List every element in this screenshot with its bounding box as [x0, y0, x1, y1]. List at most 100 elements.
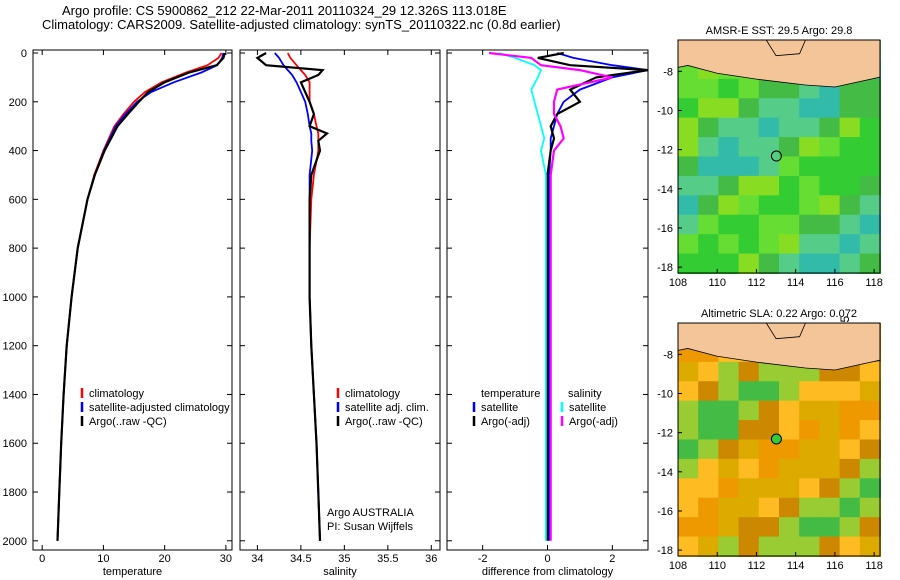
map-cell	[779, 517, 801, 538]
map-x-tick-label: 110	[708, 560, 726, 572]
map-cell	[779, 117, 801, 139]
series-line-temperature-satellite	[548, 52, 649, 541]
y-tick-label: 1000	[3, 292, 27, 304]
map-cell	[859, 98, 881, 119]
map-x-tick-label: 108	[669, 277, 687, 289]
map-cell	[738, 497, 760, 519]
series-line-argo-raw-qc-	[56, 52, 226, 541]
map-cell	[799, 214, 821, 236]
map-cell	[799, 117, 821, 139]
map-cell	[718, 137, 740, 158]
map-cell	[839, 381, 861, 402]
legend-header: salinity	[568, 388, 602, 400]
map-cell	[859, 214, 881, 236]
map-y-tick-label: -12	[657, 145, 673, 157]
map-cell	[799, 253, 821, 274]
map-cell	[678, 195, 700, 216]
map-cell	[738, 361, 760, 383]
map-y-tick-label: -14	[657, 184, 673, 196]
argo-position-marker	[770, 433, 782, 445]
map-cell	[779, 175, 801, 197]
y-tick-label: 0	[21, 48, 27, 60]
map-cell	[758, 381, 780, 402]
y-tick-label: 600	[9, 194, 27, 206]
map-cell	[698, 381, 720, 402]
map-cell	[738, 78, 760, 100]
map-cell	[738, 137, 760, 158]
map-cell	[758, 156, 780, 177]
x-tick-label: 2	[609, 553, 615, 565]
map-cell	[859, 253, 881, 274]
map-cell	[758, 478, 780, 499]
map-cell	[779, 497, 801, 519]
map-cell	[799, 497, 821, 519]
map-cell	[678, 98, 700, 119]
map-cell	[698, 253, 720, 274]
x-tick-label: -2	[478, 553, 488, 565]
x-tick-label: 35	[338, 553, 350, 565]
map-title: Altimetric SLA: 0.22 Argo: 0.072	[701, 308, 857, 320]
map-cell	[738, 478, 760, 499]
map-cell	[839, 137, 861, 158]
map-cell	[819, 195, 841, 216]
map-cell	[819, 117, 841, 139]
map-cell	[779, 156, 801, 177]
map-cell	[738, 400, 760, 422]
map-cell	[738, 156, 760, 177]
map-cell	[678, 234, 700, 255]
map-cell	[819, 400, 841, 422]
map-cell	[799, 381, 821, 402]
map-cell	[718, 381, 740, 402]
map-cell	[799, 536, 821, 557]
series-line-salinity-satellite	[498, 52, 547, 541]
map-y-tick-label: -14	[657, 467, 673, 479]
x-axis-label: difference from climatology	[482, 566, 614, 578]
argo-position-marker	[770, 150, 782, 162]
map-cell	[758, 195, 780, 216]
map-cell	[839, 536, 861, 557]
map-y-tick-label: -18	[657, 262, 673, 274]
map-cell	[859, 458, 881, 480]
map-x-tick-label: 118	[865, 277, 883, 289]
map-cell	[799, 175, 821, 197]
map-cell	[738, 98, 760, 119]
legend-header: temperature	[481, 388, 540, 400]
x-tick-label: 34.5	[290, 553, 311, 565]
map-cell	[738, 420, 760, 441]
legend-label: Argo(-adj)	[569, 416, 618, 428]
map-cell	[839, 478, 861, 499]
map-x-tick-label: 118	[865, 560, 883, 572]
y-tick-label: 400	[9, 146, 27, 158]
map-cell	[819, 156, 841, 177]
map-cell	[758, 98, 780, 119]
legend-label: satellite adj. clim.	[345, 402, 429, 414]
x-tick-label: 36	[425, 553, 437, 565]
map-cell	[718, 439, 740, 460]
map-cell	[859, 536, 881, 557]
map-cell	[698, 137, 720, 158]
map-cell	[698, 234, 720, 255]
map-cell	[839, 175, 861, 197]
map-cell	[678, 253, 700, 274]
map-cell	[698, 195, 720, 216]
map-cell	[698, 214, 720, 236]
map-cell	[698, 420, 720, 441]
map-cell	[839, 195, 861, 216]
map-cell	[758, 175, 780, 197]
map-cell	[678, 478, 700, 499]
map-cell	[758, 536, 780, 557]
map-cell	[799, 420, 821, 441]
map-x-tick-label: 114	[787, 277, 805, 289]
map-x-tick-label: 116	[826, 277, 844, 289]
map-cell	[839, 253, 861, 274]
map-y-tick-label: -10	[657, 388, 673, 400]
map-cell	[698, 361, 720, 383]
map-cell	[779, 439, 801, 460]
map-cell	[678, 420, 700, 441]
map-cell	[859, 175, 881, 197]
series-line-salinity-argo-adj-	[488, 51, 613, 541]
x-tick-label: 34	[251, 553, 263, 565]
map-cell	[678, 497, 700, 519]
map-cell	[839, 98, 861, 119]
map-cell	[859, 517, 881, 538]
